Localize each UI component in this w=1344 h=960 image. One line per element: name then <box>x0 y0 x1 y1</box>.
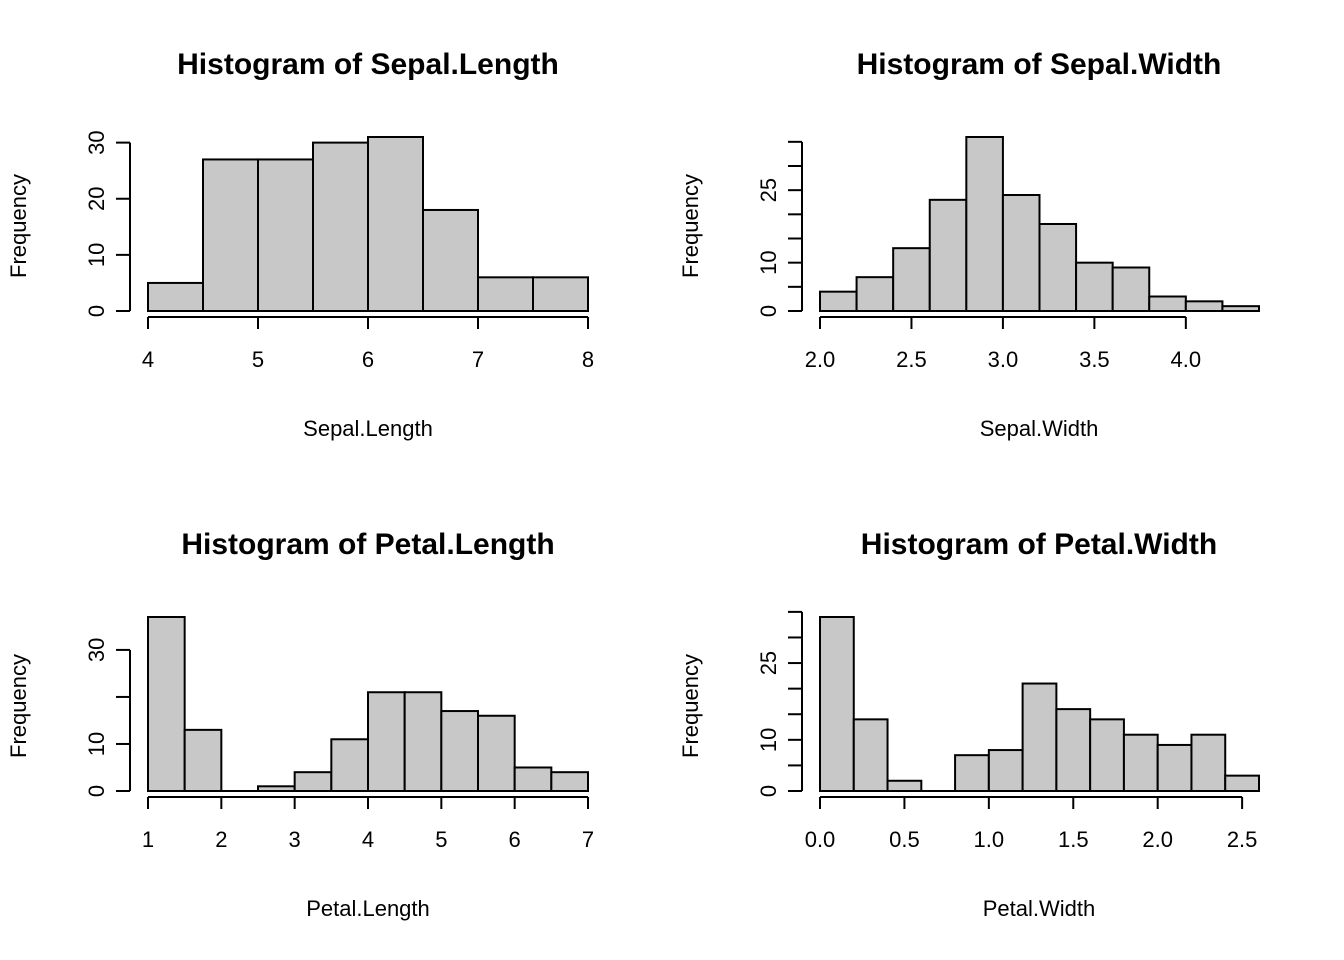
histogram-bar <box>1156 743 1193 792</box>
x-tick-label: 4.0 <box>1171 347 1202 372</box>
x-axis-label: Sepal.Length <box>303 416 433 441</box>
histogram-bar <box>855 276 895 312</box>
histogram-bar <box>1224 774 1260 792</box>
histogram-bar <box>367 691 406 792</box>
x-tick-label: 7 <box>472 347 484 372</box>
y-tick-label: 0 <box>84 305 109 317</box>
histogram-bar <box>1089 718 1125 793</box>
histogram-bar <box>1184 300 1224 313</box>
histogram-bar <box>403 691 443 792</box>
histogram-bar <box>1111 266 1151 312</box>
histogram-bar <box>477 276 534 312</box>
histogram-bar <box>819 616 855 792</box>
x-tick-label: 1 <box>142 827 154 852</box>
y-tick-label: 30 <box>84 130 109 154</box>
histogram-bar <box>257 785 296 793</box>
histogram-bar <box>312 141 369 312</box>
y-tick-label: 25 <box>756 178 781 202</box>
x-tick-label: 2.5 <box>1227 827 1258 852</box>
x-tick-label: 2.0 <box>1142 827 1173 852</box>
x-tick-label: 7 <box>582 827 594 852</box>
histogram-bar <box>1001 194 1041 312</box>
histogram-bar <box>886 779 923 793</box>
x-tick-label: 3.5 <box>1079 347 1110 372</box>
histogram-bar <box>147 281 204 313</box>
x-tick-label: 2.0 <box>805 347 836 372</box>
y-tick-label: 0 <box>756 305 781 317</box>
y-axis-label: Frequency <box>6 174 31 278</box>
histogram-bar <box>819 290 858 312</box>
x-tick-label: 0.5 <box>889 827 920 852</box>
x-tick-label: 0.0 <box>805 827 836 852</box>
histogram-bar <box>928 198 968 312</box>
x-tick-label: 4 <box>142 347 154 372</box>
histogram-bar <box>1190 733 1227 792</box>
x-tick-label: 3 <box>289 827 301 852</box>
x-axis-label: Petal.Width <box>983 896 1096 921</box>
x-tick-label: 5 <box>435 827 447 852</box>
histogram-bar <box>422 208 479 312</box>
x-tick-label: 6 <box>509 827 521 852</box>
chart-title: Histogram of Petal.Length <box>181 528 554 561</box>
histogram-panel-sepal-length: Histogram of Sepal.Length 4 5 6 7 8 0 10 20 30 Sep… <box>6 48 594 441</box>
x-axis-label: Sepal.Width <box>980 416 1099 441</box>
y-axis-label: Frequency <box>6 654 31 758</box>
histogram-bar <box>330 738 370 792</box>
y-tick-label: 20 <box>84 186 109 210</box>
x-tick-label: 5 <box>252 347 264 372</box>
y-tick-label: 10 <box>84 243 109 267</box>
histogram-panel-sepal-width: Histogram of Sepal.Width 2.0 2.5 3.0 3.5 4.0 0… <box>678 48 1260 441</box>
y-tick-label: 30 <box>84 638 109 662</box>
histogram-bar <box>257 158 314 312</box>
y-axis-label: Frequency <box>678 174 703 278</box>
y-axis-label: Frequency <box>678 654 703 758</box>
x-tick-label: 1.5 <box>1058 827 1089 852</box>
chart-title: Histogram of Sepal.Length <box>177 48 559 81</box>
histogram-bar <box>532 276 589 312</box>
histogram-bar <box>202 158 259 312</box>
x-tick-label: 8 <box>582 347 594 372</box>
histogram-bar <box>1055 708 1092 793</box>
histogram-bar <box>477 714 516 793</box>
x-tick-label: 1.0 <box>974 827 1005 852</box>
histogram-bar <box>367 136 424 312</box>
histogram-bar <box>513 766 553 793</box>
x-tick-label: 2.5 <box>896 347 927 372</box>
histogram-bar <box>954 754 990 792</box>
histogram-bar <box>293 771 333 793</box>
histogram-bar <box>892 247 931 313</box>
histogram-bar <box>965 136 1004 312</box>
histogram-bar <box>1038 223 1078 312</box>
y-tick-label: 10 <box>756 728 781 752</box>
x-axis-label: Petal.Length <box>306 896 430 921</box>
y-tick-label: 0 <box>756 785 781 797</box>
histogram-bar <box>550 771 589 793</box>
x-tick-label: 6 <box>362 347 374 372</box>
histogram-bar <box>183 728 223 793</box>
x-tick-label: 3.0 <box>988 347 1019 372</box>
histogram-bar <box>440 710 480 793</box>
x-tick-label: 2 <box>215 827 227 852</box>
chart-title: Histogram of Petal.Width <box>861 528 1217 561</box>
histogram-panel-petal-length: Histogram of Petal.Length 1 2 3 4 5 6 7 0 10 30 Pet… <box>6 528 594 921</box>
histogram-bar <box>1075 261 1114 312</box>
histogram-bar <box>147 616 186 792</box>
chart-title: Histogram of Sepal.Width <box>857 48 1222 81</box>
y-tick-label: 10 <box>84 732 109 756</box>
histogram-bar <box>1221 305 1260 312</box>
histogram-bar <box>1122 733 1159 792</box>
x-tick-label: 4 <box>362 827 374 852</box>
y-tick-label: 0 <box>84 785 109 797</box>
histogram-bar <box>1148 295 1187 312</box>
histogram-bar <box>852 718 889 793</box>
y-tick-label: 25 <box>756 651 781 675</box>
y-tick-label: 10 <box>756 250 781 274</box>
histogram-panel-petal-width: Histogram of Petal.Width 0.0 0.5 1.0 1.5 2.0 2… <box>678 528 1260 921</box>
histogram-bar <box>987 749 1024 793</box>
histogram-bar <box>1021 682 1058 793</box>
